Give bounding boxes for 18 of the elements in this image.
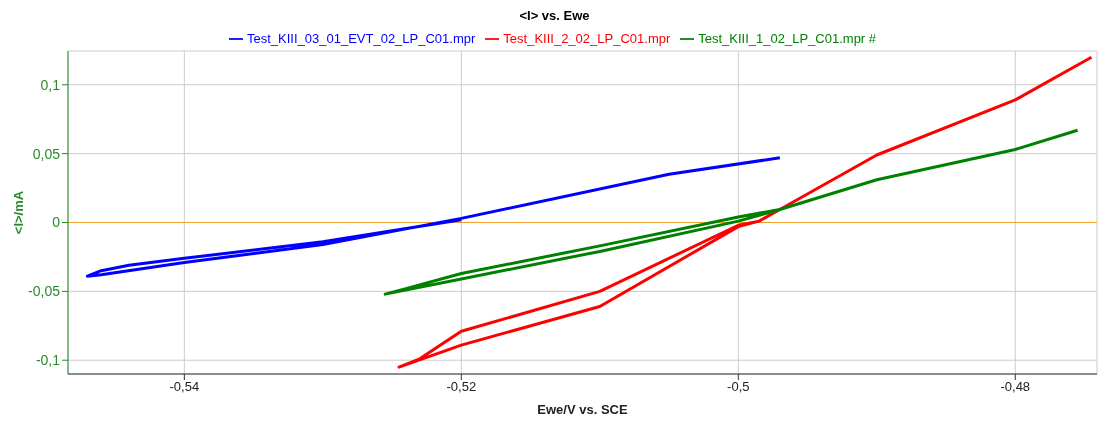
legend-label: Test_KIII_2_02_LP_C01.mpr [503, 31, 671, 46]
y-tick-label: -0,1 [35, 352, 61, 369]
legend-label: Test_KIII_03_01_EVT_02_LP_C01.mpr [246, 31, 476, 46]
line-series [383, 128, 1080, 296]
x-tick-label: -0,48 [1000, 379, 1031, 395]
line-series [397, 55, 1093, 369]
line-series [85, 156, 782, 278]
x-axis-title: Ewe/V vs. SCE [537, 402, 628, 417]
y-tick-label: -0,05 [28, 283, 61, 300]
x-tick-label: -0,54 [169, 379, 200, 395]
legend-label: Test_KIII_1_02_LP_C01.mpr # [698, 31, 877, 46]
x-tick-label: -0,5 [727, 379, 750, 395]
chart-title: <I> vs. Ewe [518, 8, 591, 24]
y-axis-title: <I>/mA [10, 190, 26, 235]
y-tick-label: 0 [52, 214, 61, 231]
y-tick-label: 0,1 [40, 76, 61, 93]
y-tick-label: 0,05 [32, 145, 61, 162]
x-tick-label: -0,52 [446, 379, 477, 395]
